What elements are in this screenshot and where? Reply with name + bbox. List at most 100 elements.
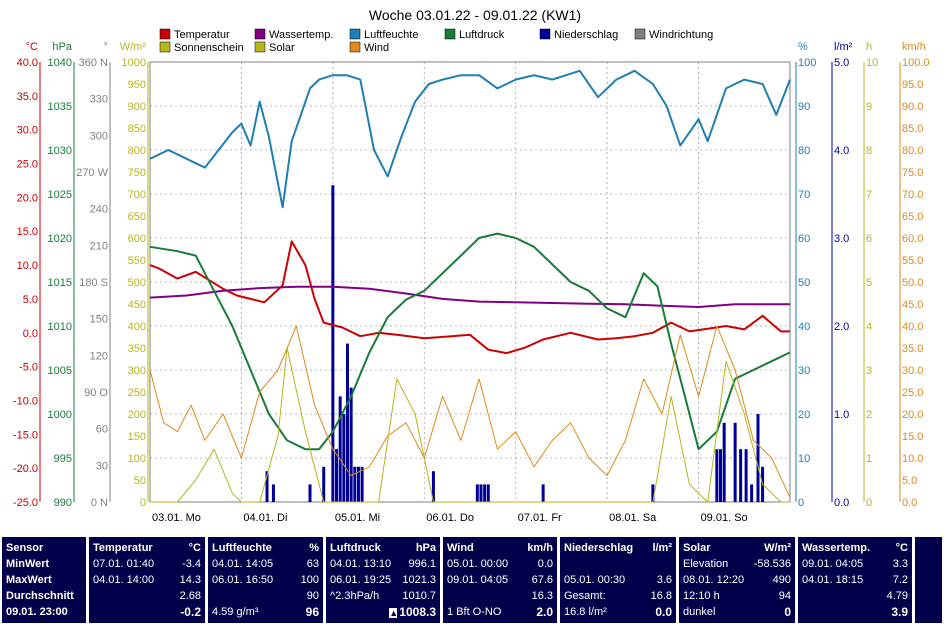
series-luftfeuchte [149,69,791,209]
stat-hum-max-time: 06.01. 16:50 [212,574,274,586]
stat-solar-avg: 94 [778,590,791,602]
temp-axis-unit: °C [26,41,38,53]
sunshine-tick: 9 [866,101,872,113]
rain-bar [345,343,349,502]
temp-tick: 30.0 [17,125,38,137]
rain-bar [744,449,748,502]
rain-bar [475,484,479,502]
stat-hum-avg: 90 [306,590,319,602]
stat-press-trend: ^2.3hPa/h [330,590,380,602]
rain-bar [349,387,353,502]
rain-bar [431,471,435,502]
rain-bar [756,414,760,502]
stat-press-header: Luftdruck [330,542,381,554]
rain-bars [265,185,765,502]
solar-tick: 800 [128,145,146,157]
wind-tick: 95.0 [902,79,923,91]
x-tick-label: 07.01. Fr [518,512,562,524]
stat-water-min: 3.3 [892,558,908,570]
stat-water-max: 7.2 [892,574,908,586]
wind-tick: 75.0 [902,167,923,179]
temp-tick: -25.0 [13,497,38,509]
direction-tick: 60 [96,424,108,436]
stat-watertemp: Wassertemp. °C 09.01. 04:05 3.3 04.01. 18:… [798,537,912,623]
direction-tick: 270 W [76,167,108,179]
stat-wind-header: Wind [447,542,474,554]
pressure-axis-unit: hPa [52,41,72,53]
wind-tick: 55.0 [902,255,923,267]
solar-tick: 650 [128,211,146,223]
stat-rain-current: 0.0 [655,605,672,619]
stat-hum-absolute: 4.59 g/m³ [212,606,259,618]
stat-humidity: Luftfeuchte% 04.01. 14:05 63 06.01. 16:50… [208,537,323,623]
pressure-tick: 1020 [48,233,72,245]
stat-rain: Niederschlag l/m² 05.01. 00:30 3.6 Gesamt:… [560,537,676,623]
sunshine-tick: 10 [866,57,878,69]
stat-water-min-time: 09.01. 04:05 [802,558,864,570]
stat-wind-avg: 16.3 [531,590,553,602]
x-tick-label: 05.01. Mi [335,512,380,524]
stat-solar-unit: W/m² [764,542,791,554]
rain-bar [265,471,269,502]
stat-temperature: Temperatur °C 07.01. 01:40 -3.4 04.01. 14:… [89,537,205,623]
pressure-tick: 995 [54,453,72,465]
stat-temp-unit: °C [188,542,201,554]
solar-tick: 350 [128,343,146,355]
legend-swatch [634,28,646,40]
temp-tick: 0.0 [23,328,38,340]
temp-tick: 35.0 [17,91,38,103]
wind-tick: 80.0 [902,145,923,157]
rain-bar [483,484,487,502]
pressure-tick: 1015 [48,277,72,289]
x-tick-label: 09.01. So [701,512,748,524]
rain-bar [733,422,737,502]
direction-tick: 90 O [84,387,108,399]
wind-tick: 30.0 [902,365,923,377]
stat-sensor-header: Sensor [6,542,44,554]
stat-press-min: 996.1 [408,558,436,570]
stat-avg-label: Durchschnitt [6,590,74,602]
stat-water-max-time: 04.01. 18:15 [802,574,864,586]
solar-tick: 550 [128,255,146,267]
stat-solar-elevation: -58.536 [753,558,791,570]
stat-water-unit: °C [895,542,908,554]
stat-solar: Solar W/m² Elevation -58.536 08.01. 12:20 4… [679,537,795,623]
solar-tick: 300 [128,365,146,377]
stat-press-current: 1008.3 [399,605,436,619]
stat-press-unit: hPa [415,542,436,554]
wind-tick: 40.0 [902,321,923,333]
rain-bar [331,185,335,502]
solar-tick: 600 [128,233,146,245]
humidity-tick: 80 [798,145,810,157]
sunshine-tick: 8 [866,145,872,157]
legend-label: Wind [364,42,389,54]
stat-press-current-wrap: ▲1008.3 [389,605,436,619]
humidity-tick: 50 [798,277,810,289]
legend-label: Temperatur [174,29,230,41]
legend: Temperatur Wassertemp. Luftfeuchte Luftdruc… [159,28,713,54]
stat-wind-min: 0.0 [537,558,553,570]
rain-tick: 5.0 [834,57,849,69]
solar-tick: 0 [140,497,146,509]
stat-press-avg: 1010.7 [402,590,436,602]
direction-tick: 210 [90,240,108,252]
stat-solar-sun-hours: 12:10 h [683,590,720,602]
humidity-tick: 70 [798,189,810,201]
wind-tick: 25.0 [902,387,923,399]
stat-temp-current: -0.2 [180,605,201,619]
temp-tick: -10.0 [13,395,38,407]
stat-temp-min-time: 07.01. 01:40 [93,558,155,570]
stat-rain-max: 3.6 [656,574,672,586]
rain-bar [322,466,326,502]
pressure-tick: 1030 [48,145,72,157]
sunshine-tick: 3 [866,365,872,377]
solar-tick: 100 [128,453,146,465]
stat-solar-max-time: 08.01. 12:20 [683,574,745,586]
temp-tick: 20.0 [17,192,38,204]
rain-bar [360,466,364,502]
rain-bar [335,449,339,502]
direction-tick: 30 [96,460,108,472]
legend-label: Wassertemp. [269,29,333,41]
stat-wind: Wind km/h 05.01. 00:00 0.0 09.01. 04:05 67.… [443,537,557,623]
wind-tick: 85.0 [902,123,923,135]
